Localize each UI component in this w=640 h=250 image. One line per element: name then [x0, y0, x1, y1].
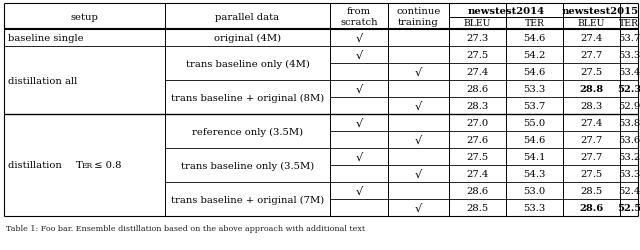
Text: 53.8: 53.8: [618, 118, 640, 128]
Text: 28.6: 28.6: [467, 186, 488, 195]
Text: newstest2014: newstest2014: [467, 6, 545, 16]
Text: 28.6: 28.6: [467, 85, 488, 94]
Text: 53.2: 53.2: [618, 152, 640, 161]
Text: 52.3: 52.3: [617, 85, 640, 94]
Text: reference only (3.5M): reference only (3.5M): [192, 127, 303, 136]
Text: 27.6: 27.6: [467, 136, 488, 144]
Text: BLEU: BLEU: [578, 20, 605, 28]
Text: from
scratch: from scratch: [340, 7, 378, 26]
Text: 54.6: 54.6: [524, 34, 546, 43]
Text: setup: setup: [70, 12, 99, 22]
Text: √: √: [415, 101, 422, 111]
Text: trans baseline only (4M): trans baseline only (4M): [186, 59, 309, 68]
Text: 54.6: 54.6: [524, 68, 546, 77]
Text: 54.1: 54.1: [524, 152, 546, 161]
Text: 52.5: 52.5: [617, 203, 640, 212]
Text: 27.4: 27.4: [580, 118, 603, 128]
Text: √: √: [415, 169, 422, 179]
Text: 53.3: 53.3: [618, 51, 640, 60]
Text: 53.3: 53.3: [618, 169, 640, 178]
Text: √: √: [355, 186, 363, 196]
Text: trans baseline only (3.5M): trans baseline only (3.5M): [181, 161, 314, 170]
Text: trans baseline + original (8M): trans baseline + original (8M): [171, 93, 324, 102]
Text: 28.6: 28.6: [579, 203, 604, 212]
Text: 53.7: 53.7: [618, 34, 640, 43]
Text: 27.5: 27.5: [580, 169, 603, 178]
Text: 27.5: 27.5: [580, 68, 603, 77]
Text: 28.3: 28.3: [580, 102, 603, 110]
Text: 52.9: 52.9: [618, 102, 640, 110]
Text: 27.4: 27.4: [467, 169, 489, 178]
Text: √: √: [355, 50, 363, 60]
Text: 27.5: 27.5: [467, 51, 488, 60]
Text: 53.3: 53.3: [524, 203, 546, 212]
Text: 55.0: 55.0: [524, 118, 546, 128]
Text: 53.7: 53.7: [524, 102, 546, 110]
Text: TER: TER: [619, 20, 639, 28]
Text: 53.3: 53.3: [524, 85, 546, 94]
Text: 28.3: 28.3: [467, 102, 488, 110]
Text: √: √: [355, 84, 363, 94]
Text: 27.7: 27.7: [580, 51, 603, 60]
Text: √: √: [355, 118, 363, 128]
Text: distillation: distillation: [8, 161, 65, 170]
Text: 27.3: 27.3: [467, 34, 488, 43]
Text: 53.4: 53.4: [618, 68, 640, 77]
Text: 53.0: 53.0: [524, 186, 546, 195]
Text: 52.4: 52.4: [618, 186, 640, 195]
Text: ER: ER: [82, 161, 93, 169]
Text: trans baseline + original (7M): trans baseline + original (7M): [171, 195, 324, 204]
Text: √: √: [415, 67, 422, 77]
Text: ≤ 0.8: ≤ 0.8: [91, 161, 121, 170]
Text: newstest2015: newstest2015: [562, 6, 639, 16]
Text: 54.6: 54.6: [524, 136, 546, 144]
Text: 53.6: 53.6: [618, 136, 640, 144]
Text: baseline single: baseline single: [8, 34, 84, 43]
Text: original (4M): original (4M): [214, 34, 281, 43]
Text: √: √: [415, 203, 422, 213]
Text: T: T: [76, 161, 83, 170]
Text: BLEU: BLEU: [464, 20, 491, 28]
Text: √: √: [415, 135, 422, 145]
Text: √: √: [355, 152, 363, 162]
Text: 54.3: 54.3: [524, 169, 546, 178]
Text: parallel data: parallel data: [216, 12, 280, 22]
Text: 28.8: 28.8: [579, 85, 604, 94]
Text: TER: TER: [525, 20, 545, 28]
Text: 28.5: 28.5: [580, 186, 603, 195]
Text: continue
training: continue training: [396, 7, 441, 26]
Text: 27.5: 27.5: [467, 152, 488, 161]
Text: distillation all: distillation all: [8, 76, 77, 85]
Text: 27.7: 27.7: [580, 136, 603, 144]
Text: 27.4: 27.4: [580, 34, 603, 43]
Text: Table 1: Foo bar. Ensemble distillation based on the above approach with additio: Table 1: Foo bar. Ensemble distillation …: [6, 224, 365, 232]
Text: 27.0: 27.0: [467, 118, 488, 128]
Text: 27.4: 27.4: [467, 68, 489, 77]
Text: 28.5: 28.5: [467, 203, 488, 212]
Text: √: √: [355, 33, 363, 43]
Text: 27.7: 27.7: [580, 152, 603, 161]
Text: 54.2: 54.2: [524, 51, 546, 60]
